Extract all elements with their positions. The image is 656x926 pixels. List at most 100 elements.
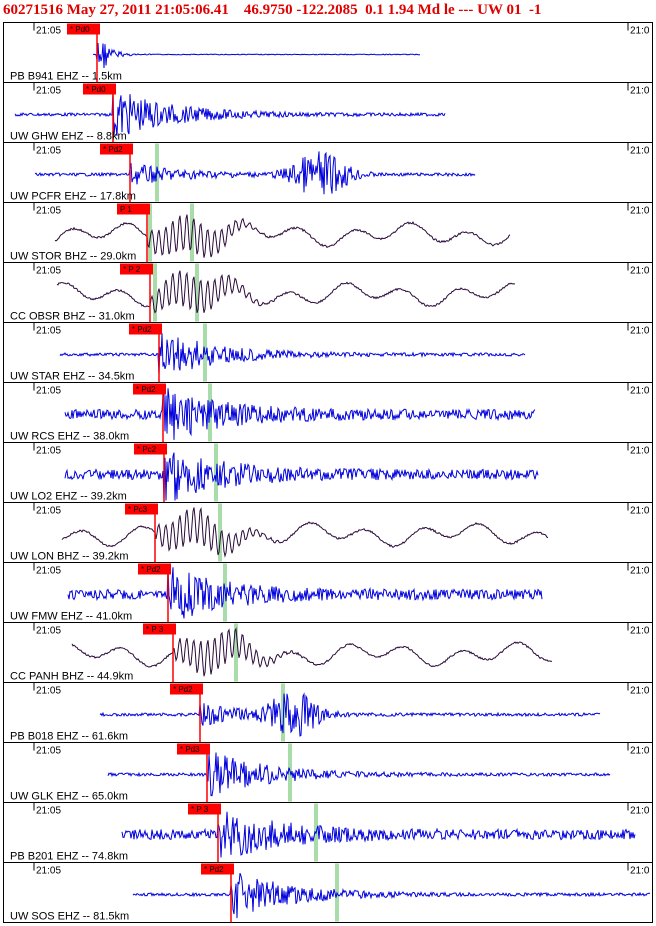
phase-marker — [218, 503, 222, 562]
trace-panel: 21:05 21:0 * Pd2 PB B018 EHZ -- 61.6km — [3, 682, 653, 743]
pick-label: * Pc2 — [137, 445, 157, 454]
time-label-right: 21:0 — [630, 686, 650, 697]
pick-box — [67, 23, 100, 35]
trace-panel: 21:05 21:0 * Pd0 PB B941 EHZ -- 1.5km — [3, 22, 653, 83]
phase-marker — [281, 683, 285, 742]
time-label-right: 21:0 — [630, 86, 650, 97]
time-label-right: 21:0 — [630, 326, 650, 337]
waveform-trace — [64, 388, 536, 440]
station-label: UW FMW EHZ -- 41.0km — [10, 611, 132, 623]
trace-panel: 21:05 21:0 * P 2 CC OBSR BHZ -- 31.0km — [3, 262, 653, 323]
phase-marker — [153, 263, 157, 322]
phase-marker — [195, 263, 199, 322]
time-label-right: 21:0 — [630, 206, 650, 217]
time-label-right: 21:0 — [630, 26, 650, 37]
waveform-trace — [121, 811, 636, 858]
pick-box — [177, 743, 210, 755]
panel-frame — [3, 862, 653, 923]
pick-box — [201, 863, 234, 875]
pick-label: * Pd2 — [136, 385, 156, 394]
waveform-trace — [56, 270, 515, 314]
trace-panel: 21:05 21:0 * P 3 CC PANH BHZ -- 44.9km — [3, 622, 653, 683]
time-label-left: 21:05 — [36, 686, 61, 697]
time-label-left: 21:05 — [36, 626, 61, 637]
station-label: PB B201 EHZ -- 74.8km — [10, 851, 128, 863]
waveform-trace — [92, 42, 420, 69]
pick-box — [170, 683, 203, 695]
station-label: UW PCFR EHZ -- 17.8km — [10, 191, 136, 203]
trace-panel: 21:05 21:0 P 1 UW STOR BHZ -- 29.0km — [3, 202, 653, 263]
waveform-trace — [107, 752, 611, 797]
time-label-left: 21:05 — [36, 206, 61, 217]
station-label: UW GLK EHZ -- 65.0km — [10, 791, 128, 803]
station-label: UW STAR EHZ -- 34.5km — [10, 371, 134, 383]
waveform-trace — [99, 692, 601, 737]
time-label-left: 21:05 — [36, 446, 61, 457]
pick-box — [188, 803, 221, 815]
pick-box — [117, 203, 150, 215]
station-label: UW LO2 EHZ -- 39.2km — [10, 491, 127, 503]
waveform-trace — [34, 151, 476, 195]
waveform-trace — [14, 90, 446, 136]
time-label-left: 21:05 — [36, 26, 61, 37]
time-label-left: 21:05 — [36, 746, 61, 757]
waveform-trace — [59, 333, 526, 375]
trace-panel: 21:05 21:0 * Pc3 UW LON BHZ -- 39.2km — [3, 502, 653, 563]
time-label-right: 21:0 — [630, 266, 650, 277]
time-label-right: 21:0 — [630, 866, 650, 877]
phase-marker — [214, 443, 218, 502]
time-label-right: 21:0 — [630, 146, 650, 157]
pick-box — [125, 503, 158, 515]
waveform-trace — [71, 627, 553, 677]
time-label-right: 21:0 — [630, 386, 650, 397]
station-label: UW GHW EHZ -- 8.8km — [10, 131, 127, 143]
time-label-left: 21:05 — [36, 326, 61, 337]
pick-box — [143, 623, 176, 635]
time-label-left: 21:05 — [36, 266, 61, 277]
time-label-left: 21:05 — [36, 566, 61, 577]
pick-label: * P 3 — [191, 805, 209, 814]
trace-panel: 21:05 21:0 * Pc2 UW LO2 EHZ -- 39.2km — [3, 442, 653, 503]
pick-label: * Pd0 — [70, 25, 90, 34]
pick-label: * P 2 — [123, 265, 141, 274]
pick-label: * Pd0 — [86, 85, 106, 94]
waveform-trace — [67, 567, 543, 619]
time-label-left: 21:05 — [36, 806, 61, 817]
station-label: CC PANH BHZ -- 44.9km — [10, 671, 133, 683]
pick-label: * Pd2 — [173, 685, 193, 694]
trace-panel: 21:05 21:0 * Pd2 UW SOS EHZ -- 81.5km — [3, 862, 653, 923]
pick-box — [134, 443, 167, 455]
time-label-right: 21:0 — [630, 446, 650, 457]
station-label: PB B941 EHZ -- 1.5km — [10, 71, 122, 83]
pick-box — [129, 323, 162, 335]
station-label: UW STOR BHZ -- 29.0km — [10, 251, 136, 263]
station-label: PB B018 EHZ -- 61.6km — [10, 731, 128, 743]
station-label: UW SOS EHZ -- 81.5km — [10, 911, 129, 923]
trace-panel: 21:05 21:0 * Pd3 UW GLK EHZ -- 65.0km — [3, 742, 653, 803]
waveform-trace — [61, 506, 549, 558]
phase-marker — [234, 623, 238, 682]
waveform-trace — [132, 873, 651, 919]
pick-label: * Pd3 — [180, 745, 200, 754]
station-label: CC OBSR BHZ -- 31.0km — [10, 311, 135, 323]
pick-box — [133, 383, 166, 395]
time-label-right: 21:0 — [630, 806, 650, 817]
pick-label: * P 3 — [146, 625, 164, 634]
time-label-left: 21:05 — [36, 506, 61, 517]
trace-panel: 21:05 21:0 * Pd2 UW RCS EHZ -- 38.0km — [3, 382, 653, 443]
time-label-right: 21:0 — [630, 566, 650, 577]
pick-box — [100, 143, 133, 155]
time-label-right: 21:0 — [630, 626, 650, 637]
time-label-right: 21:0 — [630, 506, 650, 517]
waveform-trace — [54, 214, 511, 258]
phase-marker — [148, 203, 152, 262]
event-header: 60271516 May 27, 2011 21:05:06.41 46.975… — [3, 2, 542, 18]
trace-panel: 21:05 21:0 * Pd0 UW GHW EHZ -- 8.8km — [3, 82, 653, 143]
pick-box — [138, 563, 171, 575]
waveform-trace — [64, 452, 539, 501]
trace-panel: 21:05 21:0 * P 3 PB B201 EHZ -- 74.8km — [3, 802, 653, 863]
time-label-left: 21:05 — [36, 146, 61, 157]
trace-panel: 21:05 21:0 * Pd2 UW STAR EHZ -- 34.5km — [3, 322, 653, 383]
pick-label: * Pd2 — [204, 865, 224, 874]
pick-label: * Pd2 — [103, 145, 123, 154]
